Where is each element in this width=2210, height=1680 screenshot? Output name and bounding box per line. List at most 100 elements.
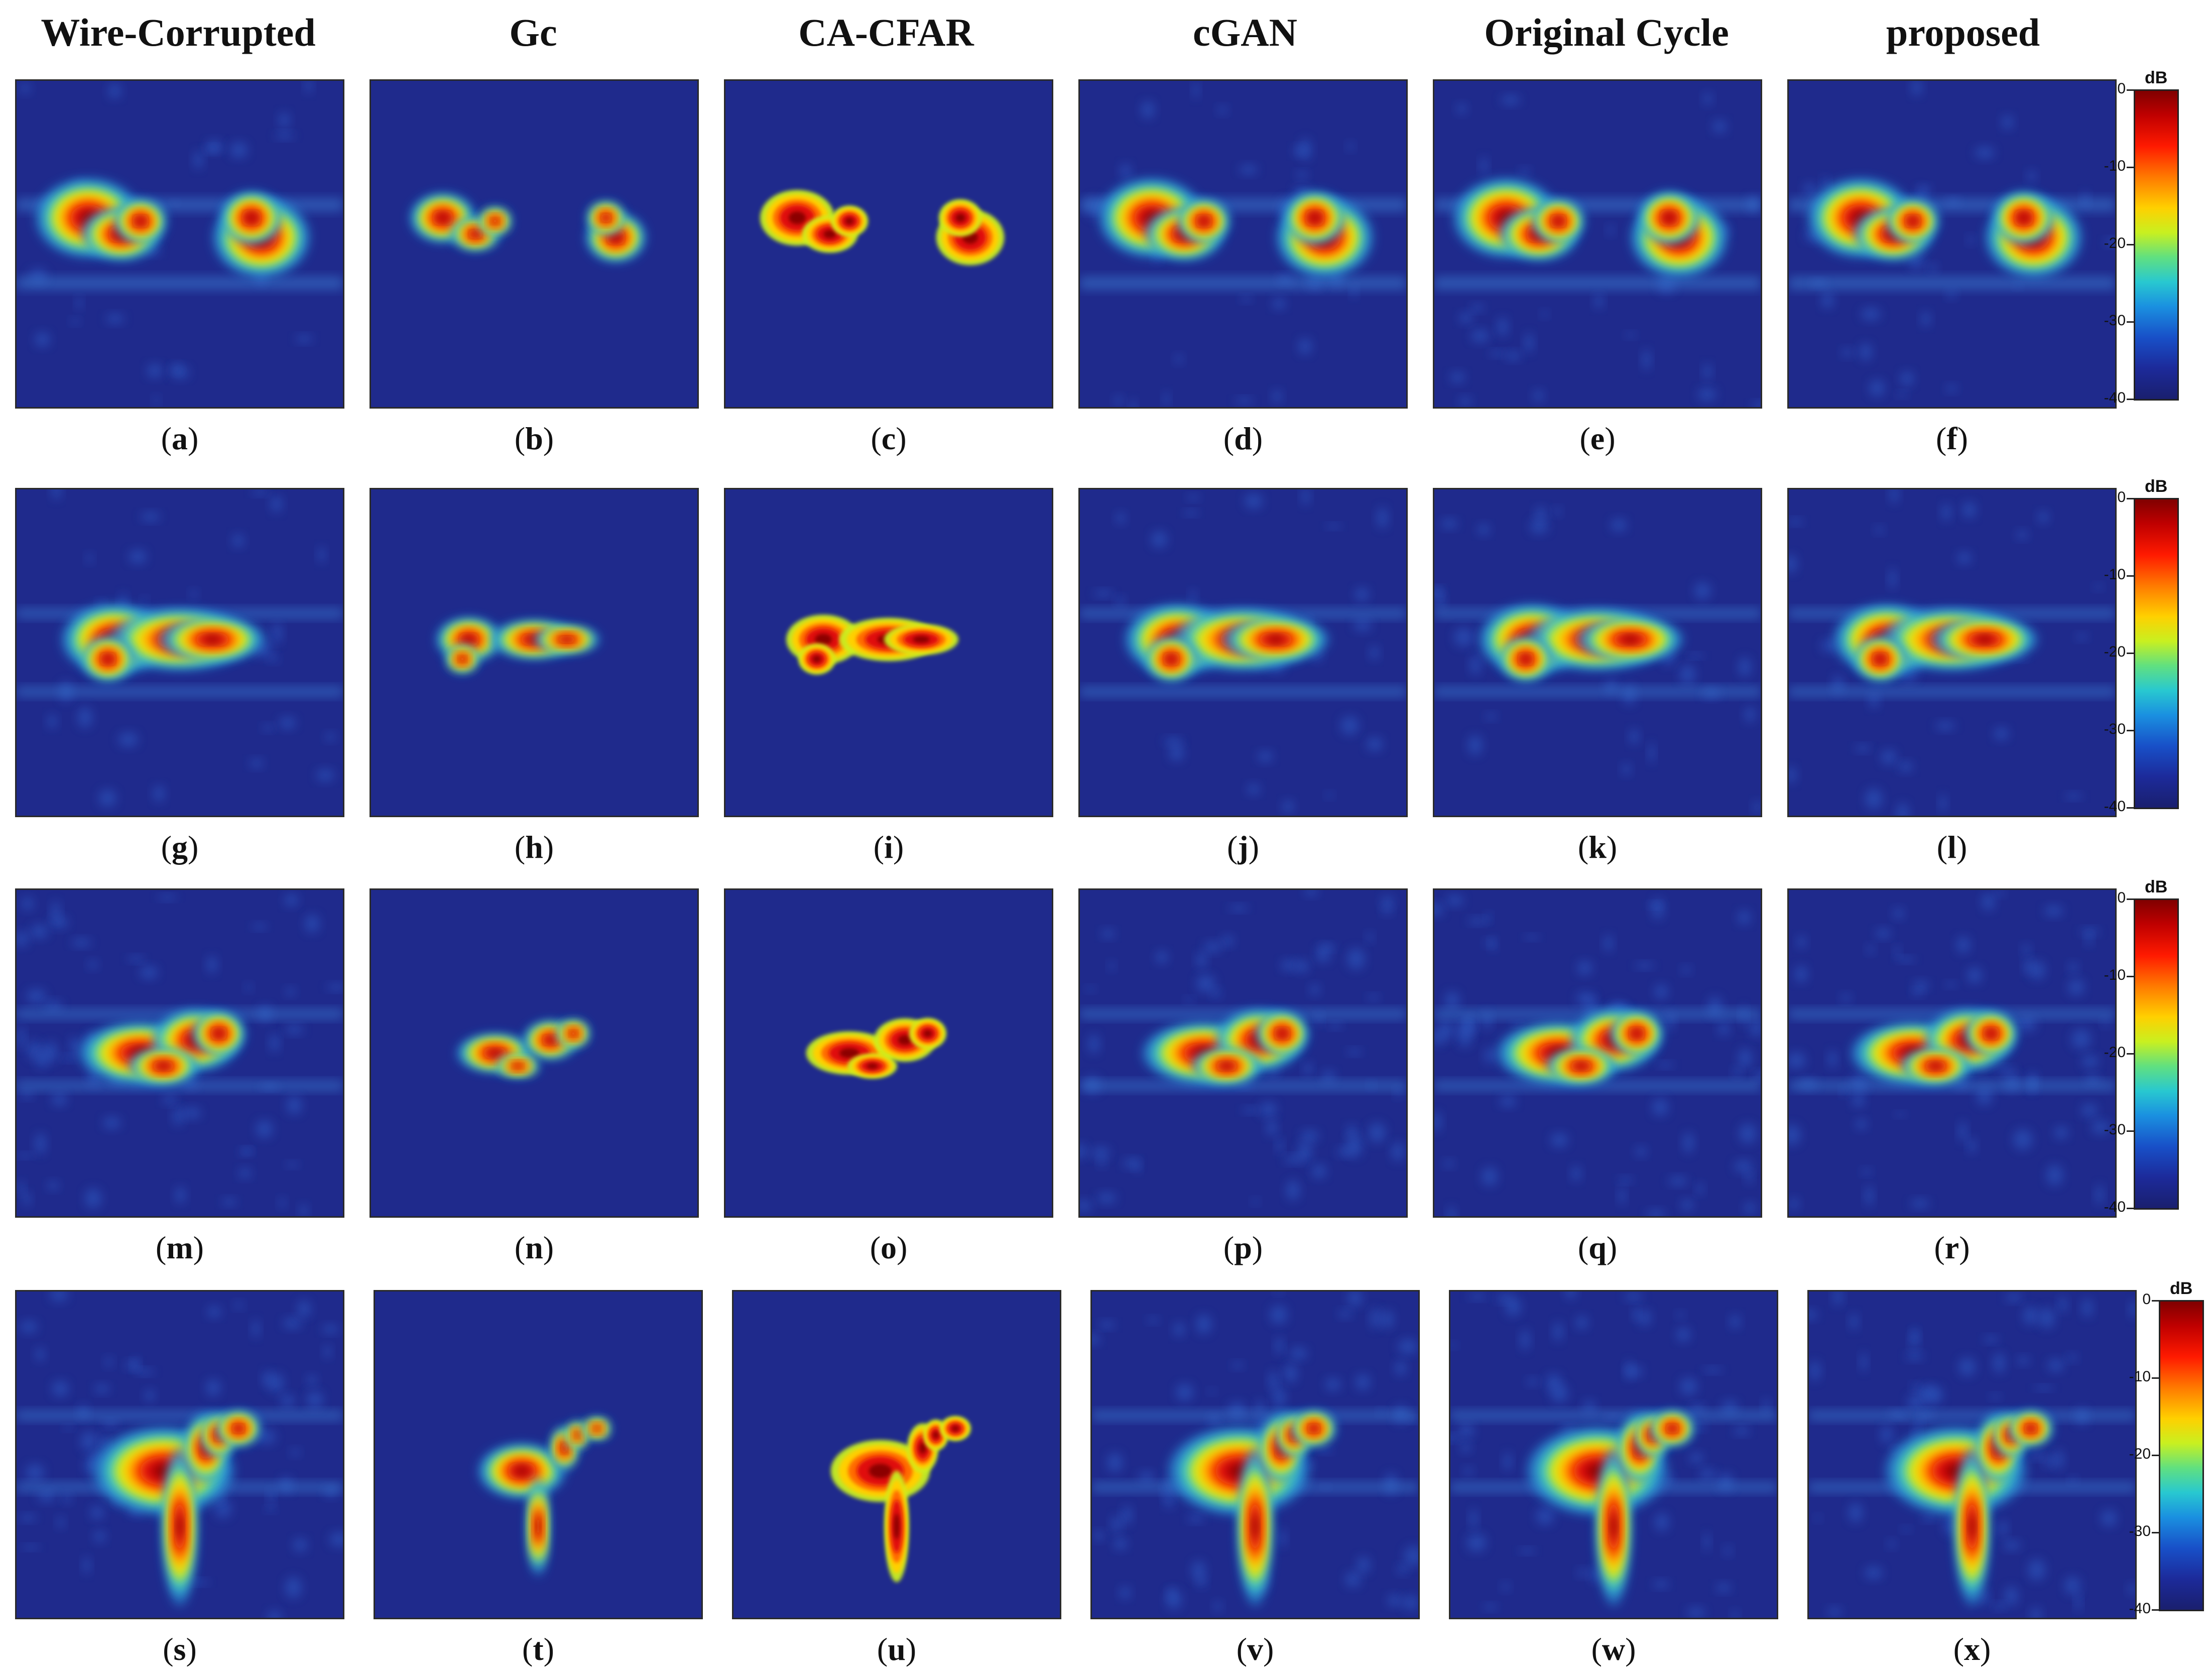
panel-caption-x: (x) <box>1953 1631 1991 1667</box>
noise-speckle <box>252 923 267 930</box>
noise-speckle <box>2091 1120 2110 1134</box>
heatmap-panel-p <box>1078 888 1408 1218</box>
noise-speckle <box>1967 967 1982 984</box>
noise-speckle <box>51 901 61 922</box>
heat-blob <box>136 217 145 225</box>
panel-caption-q: (q) <box>1577 1230 1618 1265</box>
noise-speckle <box>1703 1367 1723 1373</box>
caption-letter: p <box>1234 1230 1252 1265</box>
noise-speckle <box>1252 1198 1259 1205</box>
noise-speckle <box>1434 1112 1442 1132</box>
noise-speckle <box>1120 164 1132 179</box>
noise-speckle <box>88 960 98 969</box>
noise-speckle <box>1340 716 1359 735</box>
colorbar-tick-mark <box>2127 89 2134 91</box>
noise-speckle <box>1326 792 1333 799</box>
noise-speckle <box>1648 742 1655 763</box>
noise-speckle <box>1869 379 1885 397</box>
caption-letter: o <box>881 1230 897 1265</box>
noise-speckle <box>1622 763 1631 776</box>
caption-letter: v <box>1247 1631 1263 1667</box>
noise-speckle <box>47 714 57 729</box>
noise-speckle <box>128 956 145 963</box>
heat-blob <box>1309 213 1320 222</box>
colorbar-unit: dB <box>2145 68 2168 87</box>
clutter-band <box>17 277 343 290</box>
noise-speckle <box>1699 1468 1716 1480</box>
noise-speckle <box>1270 1305 1288 1324</box>
noise-speckle <box>37 1490 56 1502</box>
noise-speckle <box>1738 1048 1753 1068</box>
noise-speckle <box>1469 1508 1478 1529</box>
noise-speckle <box>1279 1529 1287 1547</box>
noise-speckle <box>1745 1171 1754 1184</box>
noise-speckle <box>1187 1514 1205 1523</box>
noise-speckle <box>2028 1559 2046 1581</box>
colorbar-tick-mark <box>2152 1609 2159 1611</box>
heatmap-panel-c <box>724 79 1053 409</box>
noise-speckle <box>141 596 148 603</box>
noise-speckle <box>1577 961 1592 975</box>
noise-speckle <box>1894 946 1901 957</box>
noise-speckle <box>1457 1025 1472 1048</box>
noise-speckle <box>1456 103 1467 114</box>
noise-speckle <box>1698 387 1716 401</box>
noise-speckle <box>1447 1206 1456 1216</box>
noise-speckle <box>1282 800 1294 813</box>
caption-letter: j <box>1238 829 1249 865</box>
noise-speckle <box>1353 619 1372 631</box>
noise-speckle <box>1208 1388 1216 1394</box>
noise-speckle <box>1753 1071 1761 1080</box>
noise-speckle <box>1169 744 1184 761</box>
noise-speckle <box>1687 1607 1705 1618</box>
noise-speckle <box>1983 1336 1999 1343</box>
noise-speckle <box>52 1380 69 1397</box>
clutter-band <box>17 687 343 697</box>
noise-speckle <box>1604 935 1613 952</box>
noise-speckle <box>191 1579 209 1585</box>
heat-blob <box>869 1464 892 1478</box>
noise-speckle <box>103 1116 121 1129</box>
noise-speckle <box>2128 1583 2135 1595</box>
column-title-2: Gc <box>509 11 557 54</box>
noise-speckle <box>1326 524 1341 529</box>
noise-speckle <box>280 1394 295 1407</box>
noise-speckle <box>322 1324 339 1334</box>
noise-speckle <box>1731 1610 1739 1618</box>
noise-speckle <box>172 1107 184 1126</box>
noise-speckle <box>1668 1176 1688 1186</box>
noise-speckle <box>1939 794 1947 813</box>
noise-speckle <box>1703 363 1712 380</box>
noise-speckle <box>1734 1160 1753 1173</box>
caption-letter: s <box>173 1631 186 1667</box>
panel-caption-e: (e) <box>1579 421 1616 456</box>
heat-blob <box>103 655 112 663</box>
column-title-5: Original Cycle <box>1484 11 1729 54</box>
noise-speckle <box>1113 1537 1128 1550</box>
noise-speckle <box>1355 1374 1371 1390</box>
heat-blob <box>1969 1513 1975 1539</box>
noise-speckle <box>1982 892 1995 911</box>
noise-speckle <box>2068 978 2084 996</box>
noise-speckle <box>51 1093 67 1106</box>
heat-blob <box>214 1029 223 1038</box>
heat-blob <box>1621 635 1639 643</box>
heat-blob <box>1167 655 1176 663</box>
noise-speckle <box>1997 1066 2016 1074</box>
noise-speckle <box>1716 1583 1731 1593</box>
panel-caption-t: (t) <box>522 1631 554 1667</box>
noise-speckle <box>1875 928 1891 939</box>
noise-speckle <box>1681 966 1691 974</box>
noise-speckle <box>35 1133 46 1155</box>
noise-speckle <box>1841 348 1853 357</box>
noise-speckle <box>2038 1307 2055 1329</box>
noise-speckle <box>2080 928 2100 936</box>
colorbar-tick-mark <box>2152 1377 2159 1379</box>
heat-blob <box>1575 1063 1587 1069</box>
noise-speckle <box>1536 1507 1554 1525</box>
noise-speckle <box>252 1319 260 1338</box>
noise-speckle <box>270 496 283 512</box>
noise-speckle <box>96 599 105 607</box>
noise-speckle <box>1387 1594 1402 1607</box>
heat-blob <box>514 1064 522 1068</box>
